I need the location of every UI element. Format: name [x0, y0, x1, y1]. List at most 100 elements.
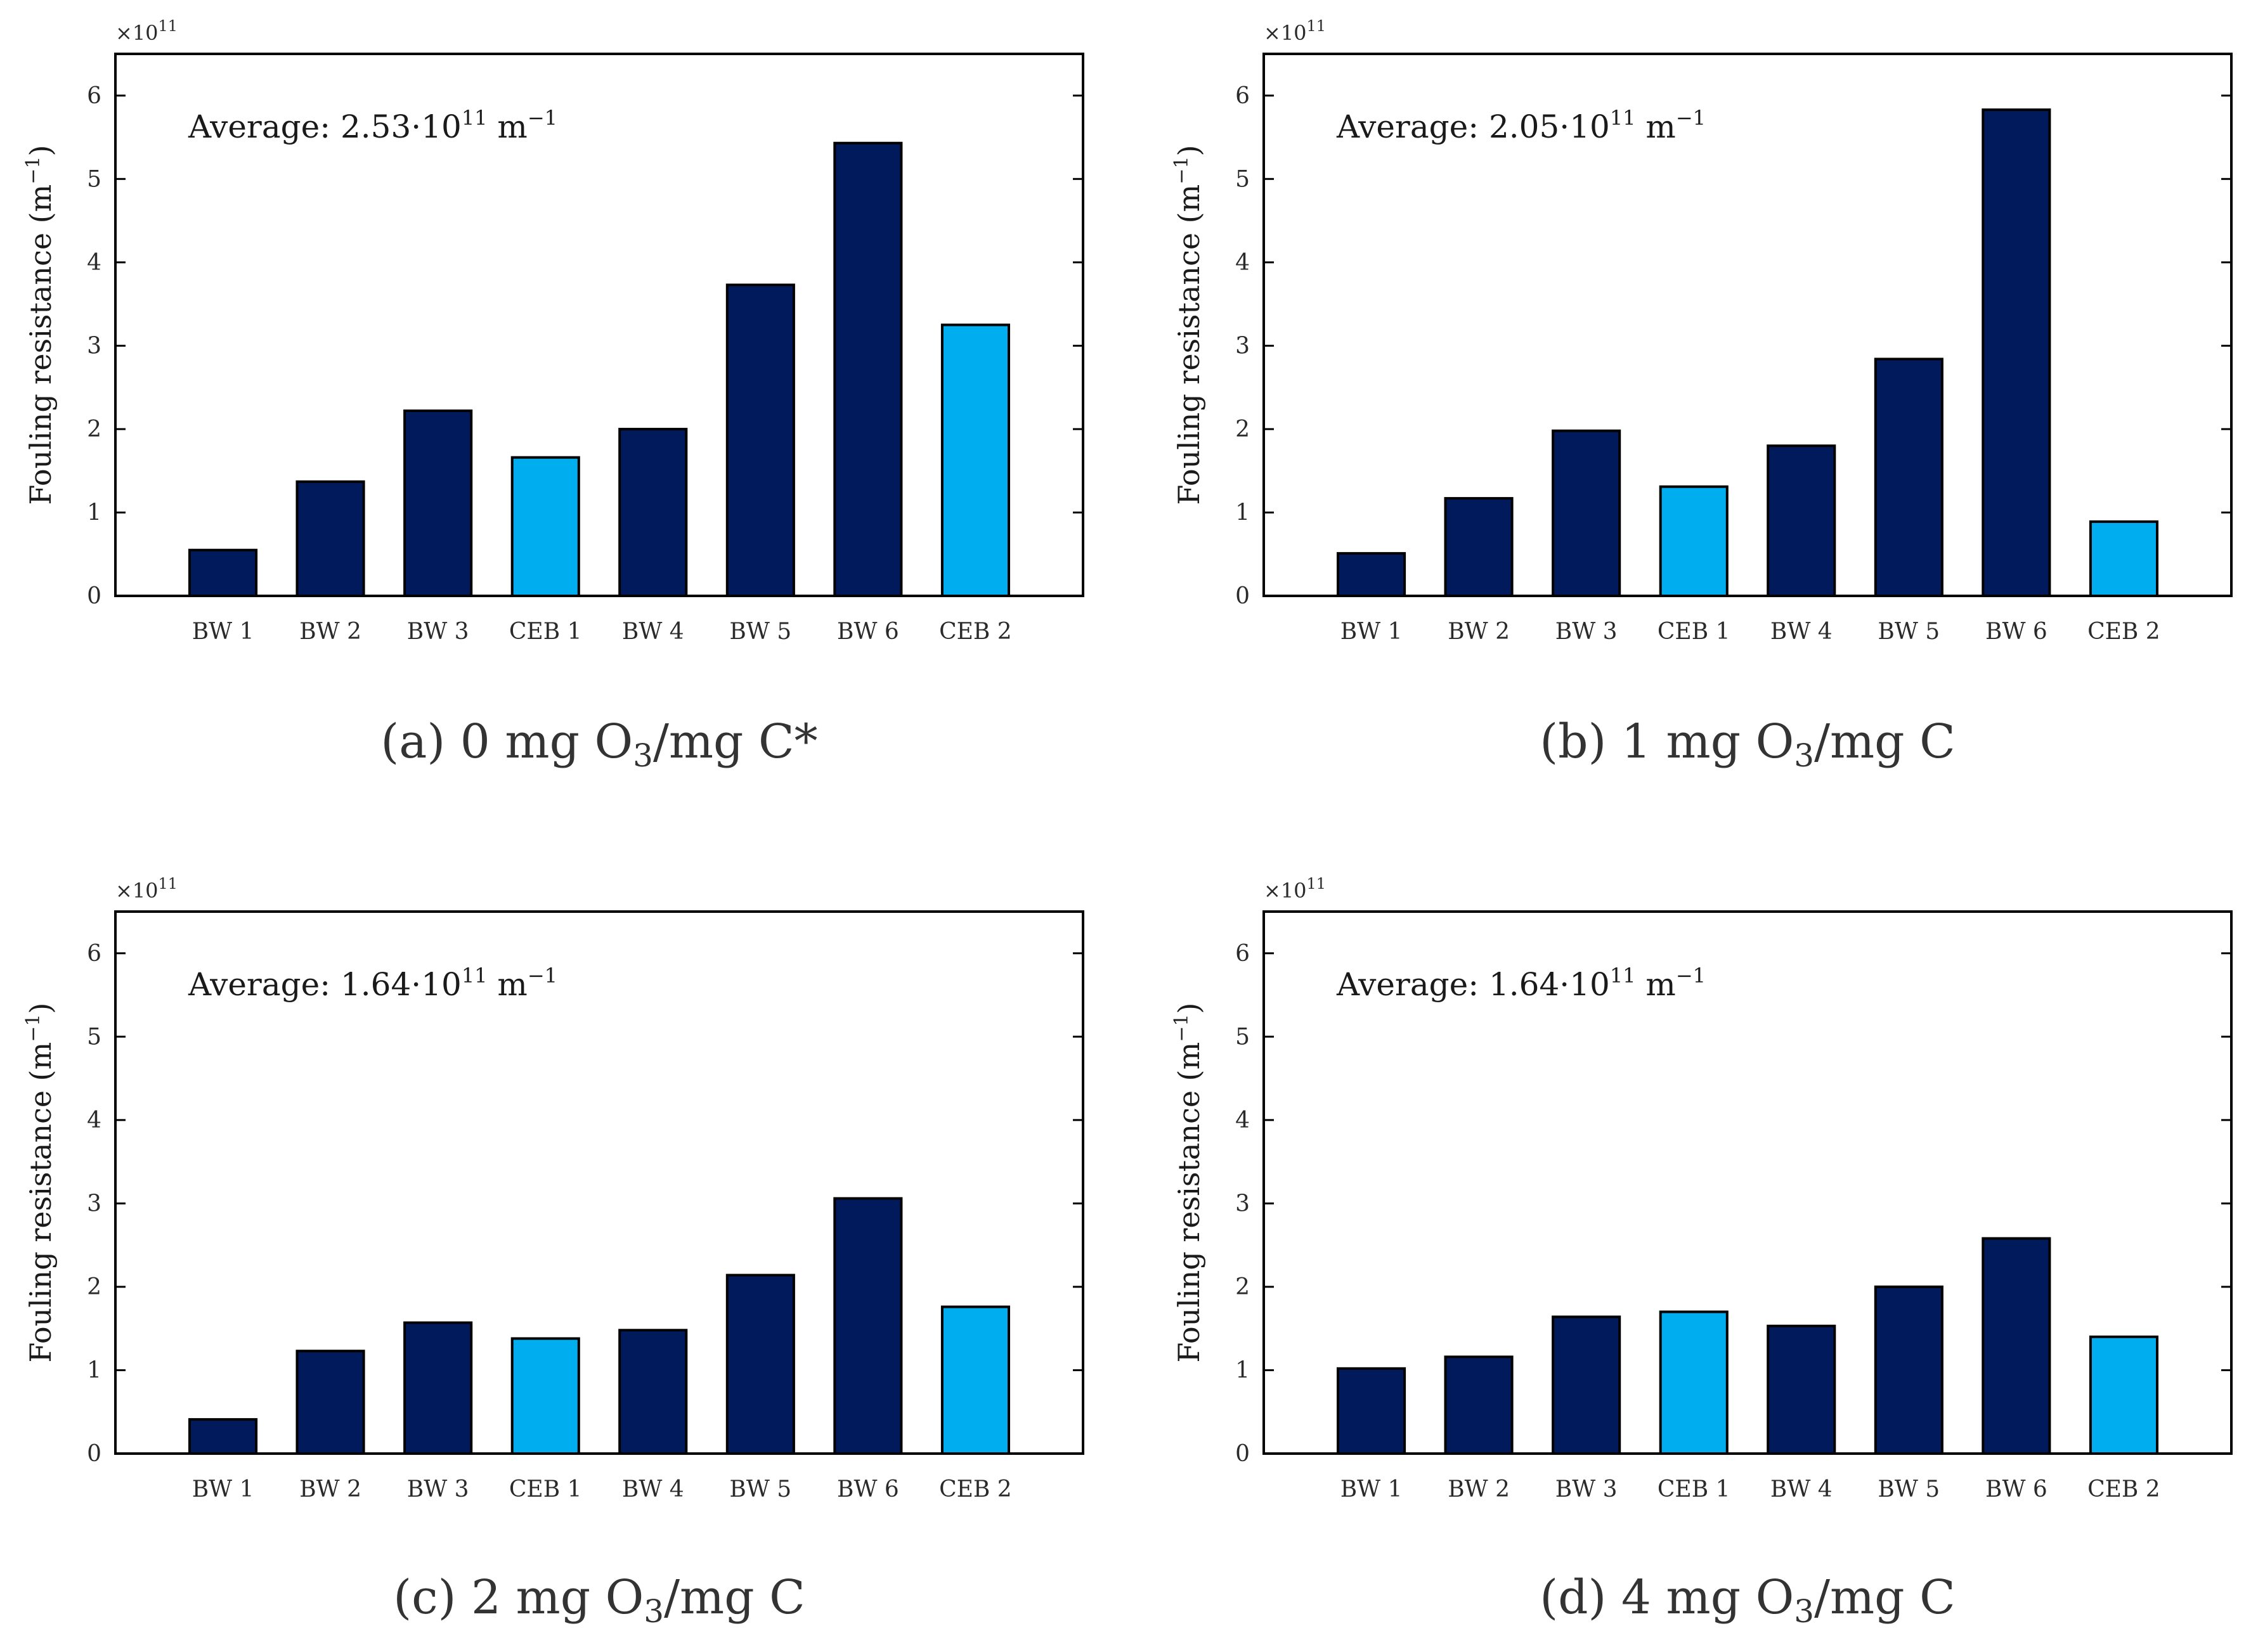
x-tick-label: BW 2: [1448, 619, 1510, 645]
bar-bw-3: [1552, 429, 1621, 597]
chart-panel-4: BW 1 BW 2 BW 3 CEB 1 BW 4 BW 5 BW 6 CEB 2 0 1 2 3 4 5…: [1171, 875, 2233, 1630]
x-tick-label: BW 2: [1448, 1476, 1510, 1502]
bar-ceb-2: [2089, 520, 2158, 598]
y-tick-label: 6: [1235, 941, 1250, 967]
y-tick-label: 1: [87, 500, 101, 526]
y-axis-label: Fouling resistance (m−1): [22, 1003, 58, 1363]
y-axis-label: Fouling resistance (m−1): [1171, 145, 1206, 505]
plot-frame: [114, 53, 1084, 597]
plot-frame: [1262, 910, 2233, 1455]
y-tick-label: 5: [1235, 166, 1250, 192]
x-tick-label: CEB 1: [509, 1476, 582, 1502]
y-tick-label: 4: [1235, 1107, 1250, 1133]
bar-ceb-2: [940, 323, 1011, 597]
bar-bw-2: [1444, 1355, 1514, 1455]
x-tick-label: BW 4: [622, 619, 684, 645]
x-tick-label: BW 3: [407, 619, 469, 645]
y-tick-label: 2: [1235, 1274, 1250, 1300]
bar-bw-6: [833, 1197, 903, 1455]
x-tick-label: BW 5: [1878, 619, 1940, 645]
x-tick-label: BW 6: [837, 1476, 899, 1502]
x-tick-label: CEB 2: [2087, 1476, 2160, 1502]
x-tick-label: BW 1: [1340, 619, 1403, 645]
x-tick-label: BW 6: [1985, 619, 2047, 645]
y-tick-label: 0: [87, 1441, 101, 1467]
x-tick-label: BW 1: [192, 1476, 254, 1502]
y-tick-label: 0: [87, 583, 101, 609]
bar-bw-6: [833, 141, 903, 597]
bar-bw-1: [188, 1418, 258, 1455]
y-tick-label: 5: [1235, 1024, 1250, 1050]
bar-bw-5: [725, 283, 795, 597]
x-tick-label: BW 5: [1878, 1476, 1940, 1502]
bar-bw-6: [1982, 1237, 2051, 1455]
bar-ceb-2: [940, 1305, 1011, 1455]
x-tick-label: CEB 2: [939, 1476, 1012, 1502]
y-tick-label: 4: [87, 250, 101, 276]
average-annotation: Average: 2.05·1011 m−1: [1336, 106, 1706, 145]
x-tick-label: BW 1: [192, 619, 254, 645]
bar-bw-4: [618, 427, 688, 598]
x-tick-label: BW 3: [407, 1476, 469, 1502]
bar-bw-6: [1982, 108, 2051, 598]
x-tick-label: CEB 1: [1658, 1476, 1730, 1502]
y-tick-label: 3: [87, 333, 101, 359]
y-tick-label: 2: [87, 416, 101, 442]
y-tick-label: 4: [1235, 250, 1250, 276]
y-tick-label: 1: [87, 1357, 101, 1383]
x-tick-label: BW 4: [1770, 1476, 1833, 1502]
bar-bw-5: [1874, 358, 1943, 598]
bar-bw-3: [403, 1321, 473, 1455]
y-tick-label: 2: [87, 1274, 101, 1300]
x-tick-label: CEB 2: [939, 619, 1012, 645]
bar-bw-3: [403, 410, 473, 597]
x-tick-label: BW 2: [299, 619, 361, 645]
average-annotation: Average: 1.64·1011 m−1: [188, 964, 557, 1003]
x-tick-label: BW 1: [1340, 1476, 1403, 1502]
bar-bw-4: [1767, 1324, 1836, 1455]
y-tick-label: 6: [1235, 83, 1250, 109]
bar-bw-2: [295, 480, 365, 597]
panel-caption: (c) 2 mg O3/mg C: [393, 1570, 805, 1630]
axis-exponent-label: ×1011: [1264, 875, 1326, 903]
x-tick-label: BW 5: [729, 1476, 791, 1502]
x-tick-label: BW 3: [1555, 1476, 1618, 1502]
bar-bw-5: [725, 1274, 795, 1455]
x-tick-label: BW 3: [1555, 619, 1618, 645]
x-tick-label: BW 6: [1985, 1476, 2047, 1502]
y-tick-label: 3: [87, 1191, 101, 1216]
y-tick-label: 3: [1235, 1191, 1250, 1216]
panel-caption: (a) 0 mg O3/mg C*: [380, 714, 817, 774]
y-tick-label: 2: [1235, 416, 1250, 442]
y-axis-label: Fouling resistance (m−1): [1171, 1003, 1206, 1363]
y-tick-label: 3: [1235, 333, 1250, 359]
x-tick-label: BW 4: [1770, 619, 1833, 645]
y-tick-label: 1: [1235, 1357, 1250, 1383]
y-axis-label: Fouling resistance (m−1): [22, 145, 58, 505]
axis-exponent-label: ×1011: [115, 875, 178, 903]
x-tick-label: CEB 1: [509, 619, 582, 645]
bar-bw-4: [1767, 444, 1836, 598]
axis-exponent-label: ×1011: [1264, 17, 1326, 45]
bar-bw-5: [1874, 1285, 1943, 1455]
x-tick-label: CEB 1: [1658, 619, 1730, 645]
y-tick-label: 6: [87, 941, 101, 967]
bar-bw-2: [1444, 497, 1514, 597]
y-tick-label: 0: [1235, 583, 1250, 609]
y-tick-label: 4: [87, 1107, 101, 1133]
bar-ceb-2: [2089, 1335, 2158, 1455]
x-tick-label: BW 6: [837, 619, 899, 645]
bar-ceb-1: [510, 456, 580, 597]
bar-bw-1: [1337, 1367, 1406, 1455]
bar-bw-2: [295, 1350, 365, 1455]
bar-bw-1: [1337, 552, 1406, 598]
panel-caption: (d) 4 mg O3/mg C: [1540, 1570, 1955, 1630]
x-tick-label: CEB 2: [2087, 619, 2160, 645]
average-annotation: Average: 2.53·1011 m−1: [188, 106, 557, 145]
y-tick-label: 5: [87, 1024, 101, 1050]
bar-bw-4: [618, 1329, 688, 1455]
chart-panel-1: BW 1 BW 2 BW 3 CEB 1 BW 4 BW 5 BW 6 CEB 2 0 1 2 3 4 5…: [22, 17, 1084, 774]
plot-frame: [114, 910, 1084, 1455]
panel-caption: (b) 1 mg O3/mg C: [1540, 714, 1955, 774]
